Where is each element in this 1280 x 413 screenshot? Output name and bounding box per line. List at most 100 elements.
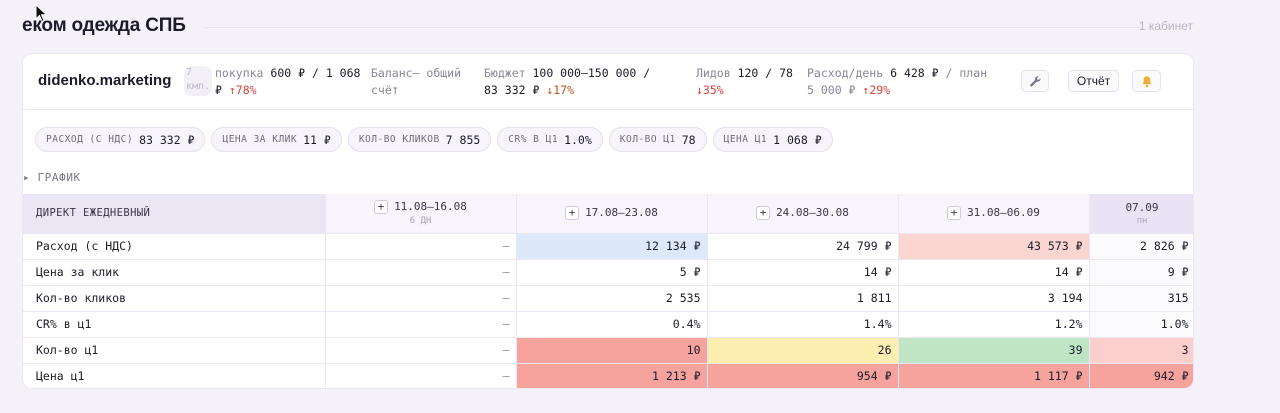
chip-spend[interactable]: РАСХОД (С НДС) 83 332 ₽	[35, 127, 206, 152]
table-cell: 2 826 ₽	[1089, 233, 1193, 260]
table-cell: 39	[898, 337, 1090, 364]
table-cell: —	[325, 259, 517, 286]
balance-value: — общий счёт	[371, 66, 462, 97]
leads-value: 120	[737, 66, 759, 80]
table-cell: 10	[516, 337, 708, 364]
leads-stat: Лидов 120 / 78 ↓35%	[696, 65, 796, 99]
chip-cr[interactable]: CR% В Ц1 1.0%	[497, 127, 603, 152]
metric-label: Кол-во кликов	[23, 285, 326, 312]
chip-goal-price[interactable]: ЦЕНА Ц1 1 068 ₽	[712, 127, 833, 152]
table-cell: 1 811	[707, 285, 899, 312]
column-sub: 6 ДН	[409, 216, 432, 227]
table-cell: 43 573 ₽	[898, 233, 1090, 260]
bell-icon	[1141, 75, 1152, 87]
purchase-stat: покупка 600 ₽ / 1 068 ₽ ↑78%	[215, 65, 365, 99]
chip-label: CR% В Ц1	[508, 134, 559, 145]
report-button[interactable]: Отчёт	[1068, 70, 1119, 92]
spend-day-value: 6 428 ₽	[890, 66, 939, 80]
budget-value: 100 000–150 000	[532, 66, 637, 80]
table-cell: 5 ₽	[516, 259, 708, 286]
column-header-today: 07.09 пн	[1089, 194, 1193, 234]
title-divider	[205, 27, 1140, 28]
budget-delta: ↓17%	[546, 83, 575, 97]
table-cell: 9 ₽	[1089, 259, 1193, 286]
column-header: +24.08–30.08	[707, 194, 899, 234]
table-cell: 954 ₽	[707, 363, 899, 388]
metric-label: Кол-во ц1	[23, 337, 326, 364]
table-row: Цена за клик — 5 ₽ 14 ₽ 14 ₽ 9 ₽	[23, 259, 1193, 286]
chip-value: 1 068 ₽	[773, 132, 822, 147]
column-label: 24.08–30.08	[776, 206, 849, 220]
chip-label: РАСХОД (С НДС)	[46, 134, 134, 145]
campaign-card: didenko.marketing 7 кмп. покупка 600 ₽ /…	[22, 53, 1194, 389]
table-cell: 14 ₽	[707, 259, 899, 286]
notifications-button[interactable]	[1132, 70, 1161, 92]
column-label: 11.08–16.08	[394, 200, 467, 214]
leads-plan: / 78	[765, 66, 793, 80]
metric-label: Цена за клик	[23, 259, 326, 286]
table-cell: 3	[1089, 337, 1193, 364]
expand-week-button[interactable]: +	[565, 206, 580, 221]
spend-day-label: Расход/день	[807, 66, 884, 80]
column-header: +17.08–23.08	[516, 194, 708, 234]
metric-label: CR% в ц1	[23, 311, 326, 338]
expand-week-button[interactable]: +	[947, 206, 962, 221]
table-row: CR% в ц1 — 0.4% 1.4% 1.2% 1.0%	[23, 311, 1193, 338]
wrench-icon	[1029, 75, 1041, 87]
column-sub: пн	[1136, 215, 1148, 226]
table-cell: —	[325, 337, 517, 364]
table-row: Цена ц1 — 1 213 ₽ 954 ₽ 1 117 ₽ 942 ₽	[23, 363, 1193, 388]
table-cell: 26	[707, 337, 899, 364]
metric-label: Цена ц1	[23, 363, 326, 388]
table-cell: —	[325, 311, 517, 338]
chip-clicks[interactable]: КОЛ-ВО КЛИКОВ 7 855	[347, 127, 492, 152]
mouse-cursor-icon	[35, 4, 48, 23]
settings-button[interactable]	[1021, 70, 1049, 92]
chip-label: КОЛ-ВО КЛИКОВ	[358, 134, 440, 145]
spend-day-delta: ↑29%	[862, 83, 891, 97]
metric-label: Расход (с НДС)	[23, 233, 326, 260]
expand-week-button[interactable]: +	[756, 206, 771, 221]
column-label: 17.08–23.08	[585, 206, 658, 220]
leads-label: Лидов	[696, 66, 731, 80]
campaign-count: 7 кмп.	[184, 66, 212, 96]
chip-value: 11 ₽	[303, 132, 331, 147]
purchase-delta: ↑78%	[228, 83, 257, 97]
brand-name[interactable]: didenko.marketing	[38, 72, 172, 89]
summary-chips: РАСХОД (С НДС) 83 332 ₽ ЦЕНА ЗА КЛИК 11 ₽ …	[35, 127, 833, 152]
column-label: 07.09	[1125, 200, 1159, 214]
chip-goals[interactable]: КОЛ-ВО Ц1 78	[608, 127, 707, 152]
daily-stats-table: ДИРЕКТ ЕЖЕДНЕВНЫЙ +11.08–16.08 6 ДН +17.…	[23, 194, 1193, 388]
table-row-header: ДИРЕКТ ЕЖЕДНЕВНЫЙ	[23, 194, 326, 234]
table-cell: 12 134 ₽	[516, 233, 708, 260]
purchase-label: покупка	[215, 66, 264, 80]
chip-cpc[interactable]: ЦЕНА ЗА КЛИК 11 ₽	[211, 127, 342, 152]
chip-value: 83 332 ₽	[139, 132, 195, 147]
expand-week-button[interactable]: +	[374, 200, 389, 215]
spend-day-stat: Расход/день 6 428 ₽ / план 5 000 ₽ ↑29%	[807, 65, 997, 99]
cabinet-count: 1 кабинет	[1138, 19, 1193, 33]
purchase-value: 600 ₽	[270, 66, 306, 80]
leads-delta: ↓35%	[696, 83, 724, 97]
table-cell: 1 117 ₽	[898, 363, 1090, 388]
table-cell: 1.2%	[898, 311, 1090, 338]
table-cell: —	[325, 233, 517, 260]
table-cell: 24 799 ₽	[707, 233, 899, 260]
table-row: Кол-во ц1 — 10 26 39 3	[23, 337, 1193, 364]
column-header: +11.08–16.08 6 ДН	[325, 194, 517, 234]
chip-label: ЦЕНА ЗА КЛИК	[222, 134, 298, 145]
table-cell: 942 ₽	[1089, 363, 1193, 388]
balance-label: Баланс	[371, 66, 413, 80]
balance-stat: Баланс— общий счёт	[371, 65, 466, 99]
table-cell: 1 213 ₽	[516, 363, 708, 388]
table-cell: —	[325, 363, 517, 388]
table-cell: 315	[1089, 285, 1193, 312]
table-cell: —	[325, 285, 517, 312]
chip-label: ЦЕНА Ц1	[723, 134, 768, 145]
table-cell: 1.4%	[707, 311, 899, 338]
graph-toggle[interactable]: ▸ ГРАФИК	[23, 171, 81, 184]
table-cell: 14 ₽	[898, 259, 1090, 286]
column-label: 31.08–06.09	[967, 206, 1040, 220]
budget-stat: Бюджет 100 000–150 000 / 83 332 ₽ ↓17%	[484, 65, 664, 99]
page-title: еком одежда СПБ	[22, 15, 186, 36]
